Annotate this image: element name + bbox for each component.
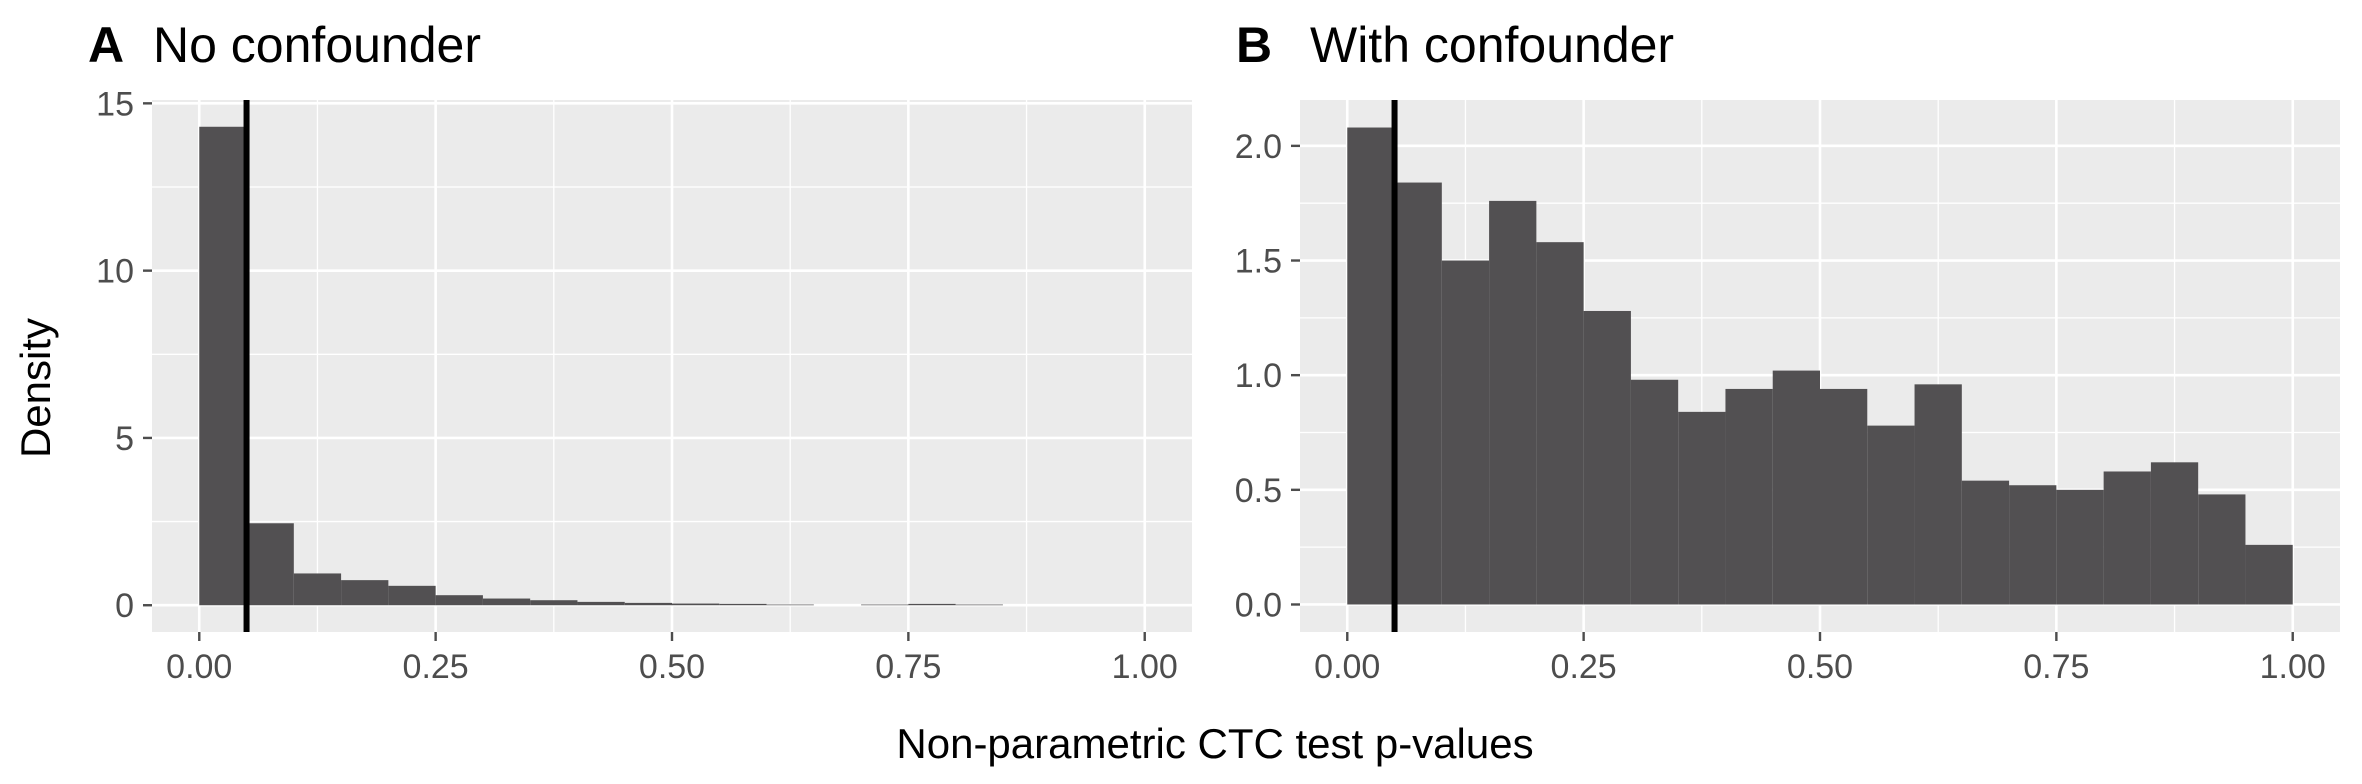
panel-b-bar bbox=[1772, 370, 1820, 605]
panel-a-bar bbox=[672, 603, 720, 606]
panel-a-bar bbox=[624, 602, 672, 606]
panel-a-y-tick-label: 0 bbox=[115, 587, 134, 625]
y-axis-title: Density bbox=[12, 318, 59, 458]
panel-a: 0.00 0.25 0.50 0.75 1.00 0 5 10 15 A No confoun… bbox=[88, 17, 1192, 686]
panel-a-bars bbox=[199, 126, 1003, 606]
panel-b-bar bbox=[1630, 379, 1679, 605]
panel-b-bar bbox=[2198, 494, 2246, 605]
panel-b-x-tick-label: 0.25 bbox=[1551, 648, 1617, 686]
panel-b-letter: B bbox=[1236, 17, 1272, 73]
panel-b-bar bbox=[1536, 242, 1584, 605]
panel-a-bar bbox=[577, 601, 625, 606]
panel-a-bar bbox=[388, 585, 436, 606]
panel-b-bar bbox=[1961, 480, 2010, 605]
panel-a-y-tick-label: 5 bbox=[115, 420, 134, 458]
panel-a-y-ticks: 0 5 10 15 bbox=[96, 85, 152, 625]
panel-a-x-tick-label: 1.00 bbox=[1112, 648, 1178, 686]
panel-a-bar bbox=[246, 523, 294, 606]
panel-a-bar bbox=[766, 604, 814, 606]
panel-b-bar bbox=[2009, 485, 2057, 605]
panel-b-bar bbox=[1678, 411, 1726, 605]
panel-a-bar bbox=[341, 580, 389, 606]
panel-a-bar bbox=[530, 600, 578, 606]
panel-a-bar bbox=[861, 604, 909, 606]
panel-a-bar bbox=[719, 603, 767, 606]
panel-b-y-tick-label: 1.5 bbox=[1235, 243, 1282, 281]
panel-a-x-tick-label: 0.00 bbox=[166, 648, 232, 686]
panel-b-bar bbox=[1394, 182, 1442, 605]
panel-b-y-tick-label: 1.0 bbox=[1235, 357, 1282, 395]
panel-a-bar bbox=[482, 598, 531, 606]
panel-b-bar bbox=[1867, 425, 1915, 605]
panel-b-x-tick-label: 0.00 bbox=[1314, 648, 1380, 686]
panel-a-y-tick-label: 10 bbox=[96, 253, 134, 291]
panel-a-bar bbox=[293, 573, 342, 606]
panel-b-bar bbox=[1347, 127, 1395, 605]
panel-a-y-tick-label: 15 bbox=[96, 85, 134, 123]
panel-a-bar bbox=[435, 595, 483, 606]
panel-b-y-ticks: 0.0 0.5 1.0 1.5 2.0 bbox=[1235, 128, 1300, 624]
panel-a-x-ticks: 0.00 0.25 0.50 0.75 1.00 bbox=[166, 632, 1178, 686]
panel-b-bar bbox=[2150, 462, 2199, 605]
panel-b-bar bbox=[2103, 471, 2151, 605]
panel-b-y-tick-label: 2.0 bbox=[1235, 128, 1282, 166]
panel-b-x-tick-label: 0.75 bbox=[2023, 648, 2089, 686]
panel-b-bar bbox=[1583, 310, 1631, 605]
panel-a-letter: A bbox=[88, 17, 124, 73]
panel-a-title: No confounder bbox=[153, 17, 481, 73]
panel-b-x-tick-label: 0.50 bbox=[1787, 648, 1853, 686]
panel-a-x-tick-label: 0.75 bbox=[875, 648, 941, 686]
panel-a-bar bbox=[955, 604, 1003, 606]
panel-b-title: With confounder bbox=[1310, 17, 1674, 73]
panel-b-y-tick-label: 0.0 bbox=[1235, 586, 1282, 624]
panel-b-x-tick-label: 1.00 bbox=[2260, 648, 2326, 686]
panel-a-x-tick-label: 0.50 bbox=[639, 648, 705, 686]
panel-b-bar bbox=[1441, 260, 1490, 605]
panel-b-bar bbox=[2056, 489, 2104, 605]
panel-b-bars bbox=[1347, 127, 2293, 605]
panel-a-bar bbox=[908, 603, 956, 606]
panel-b: 0.00 0.25 0.50 0.75 1.00 0.0 0.5 1.0 1.5 2.0 B W… bbox=[1235, 17, 2340, 686]
panel-b-bar bbox=[1914, 384, 1962, 605]
panel-b-bar bbox=[1489, 200, 1537, 605]
panel-a-x-tick-label: 0.25 bbox=[403, 648, 469, 686]
panel-b-x-ticks: 0.00 0.25 0.50 0.75 1.00 bbox=[1314, 632, 2326, 686]
panel-a-minor-x-grid bbox=[316, 100, 1028, 632]
panel-b-bar bbox=[2245, 544, 2293, 605]
x-axis-title: Non-parametric CTC test p-values bbox=[896, 720, 1533, 767]
panel-b-bar bbox=[1820, 388, 1868, 605]
panel-b-y-tick-label: 0.5 bbox=[1235, 472, 1282, 510]
panel-b-bar bbox=[1725, 388, 1773, 605]
panel-a-bar bbox=[199, 126, 247, 606]
